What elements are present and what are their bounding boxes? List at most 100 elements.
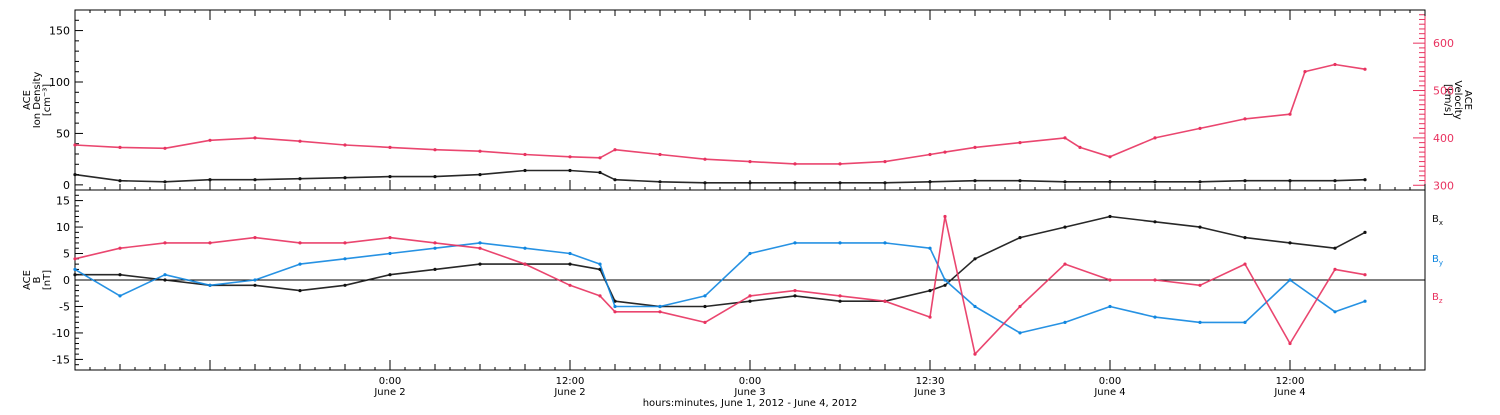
field-bx-series-point (838, 299, 842, 303)
field-by-series-point (118, 294, 122, 298)
density-series-point (388, 175, 392, 179)
density-series-point (883, 181, 887, 185)
density-series-point (703, 181, 707, 185)
density-series-point (1018, 179, 1022, 183)
density-series-point (1333, 179, 1337, 183)
field-bz-series-point (1333, 267, 1337, 271)
field-bx-series-point (703, 304, 707, 309)
top-right-tick-label: 300 (1433, 179, 1454, 192)
field-by-series-point (1363, 299, 1367, 303)
field-bx-series-point (253, 283, 257, 287)
field-bz-series-point (598, 294, 602, 298)
field-bz-series-point (703, 320, 707, 324)
x-tick-label-time: 12:30 (916, 376, 945, 387)
field-bx-series-point (748, 299, 752, 303)
field-bz-series-point (73, 257, 77, 261)
density-series-point (73, 173, 77, 177)
field-bz-series-point (568, 283, 572, 287)
field-bz-series-point (1243, 262, 1247, 266)
top-right-ylabel-line2: Velocity (1452, 80, 1463, 119)
field-bx-series-point (343, 283, 347, 287)
legend-bx: Bx (1432, 214, 1443, 227)
field-bz-series-point (658, 310, 662, 314)
field-bz-series-point (1018, 304, 1022, 309)
top-left-tick-label: 50 (56, 127, 70, 140)
x-tick-label-time: 0:00 (739, 376, 761, 387)
density-series-point (793, 181, 797, 185)
density-series-point (1363, 178, 1367, 182)
legend-by: By (1432, 254, 1443, 267)
density-series-point (928, 180, 932, 184)
velocity-series-point (598, 156, 602, 160)
density-series-point (118, 179, 122, 183)
field-bz-series-point (343, 241, 347, 245)
top-left-tick-label: 0 (63, 179, 70, 192)
field-bx-series-point (568, 262, 572, 266)
x-axis-title: hours:minutes, June 1, 2012 - June 4, 20… (643, 398, 858, 409)
velocity-series-point (253, 136, 257, 140)
top-right-ylabel: ACE Velocity [km/s] (1442, 80, 1473, 119)
top-left-tick-label: 150 (49, 25, 70, 38)
bottom-left-tick-label: -10 (52, 327, 70, 340)
field-bz-series-point (613, 310, 617, 314)
x-tick-label-date: June 2 (373, 387, 405, 398)
bottom-left-tick-label: -15 (52, 353, 70, 366)
top-left-ylabel-line2: Ion Density (32, 72, 43, 129)
density-series-point (658, 180, 662, 184)
field-bx-series-line (75, 215, 1366, 308)
legend-by-sub: y (1439, 259, 1443, 267)
field-bz-series-point (838, 294, 842, 298)
field-by-series-point (598, 262, 602, 266)
velocity-series-point (943, 150, 947, 154)
field-by-series-point (1243, 320, 1247, 324)
field-bx-series-point (118, 273, 122, 277)
top-right-ylabel-line3: [km/s] (1442, 84, 1453, 116)
density-series-point (613, 178, 617, 182)
field-bz-series-point (1363, 273, 1367, 277)
legend-by-main: B (1432, 254, 1439, 265)
top-left-ylabel-line1: ACE (22, 90, 33, 110)
chart-marks: 050100150300400500600-15-10-50510150:00J… (49, 10, 1454, 398)
top-right-tick-label: 500 (1433, 85, 1454, 98)
velocity-series-point (1363, 67, 1367, 71)
velocity-series-point (1153, 136, 1157, 140)
field-bx-series-point (1108, 214, 1112, 219)
density-series-point (1153, 180, 1157, 184)
field-bz-series-point (748, 294, 752, 298)
velocity-series-point (298, 139, 302, 143)
velocity-series-point (973, 145, 977, 149)
field-bx-series-point (1018, 236, 1022, 240)
field-bz-series-point (883, 299, 887, 303)
field-bx-series-point (163, 278, 167, 282)
top-left-ylabel-line3: [cm⁻³] (42, 84, 53, 116)
legend-bz-sub: z (1439, 297, 1443, 305)
field-bx-series-point (298, 289, 302, 293)
velocity-series-point (883, 160, 887, 164)
velocity-series-point (658, 152, 662, 157)
field-bz-series-point (163, 241, 167, 245)
field-by-series-point (883, 241, 887, 245)
x-tick-label-time: 0:00 (1099, 376, 1121, 387)
x-tick-label-date: June 4 (1273, 387, 1305, 398)
field-by-series-point (658, 304, 662, 309)
x-tick-label-time: 12:00 (556, 376, 585, 387)
field-by-series-point (748, 251, 752, 256)
legend-bx-main: B (1432, 214, 1439, 225)
top-left-ylabel: ACE Ion Density [cm⁻³] (22, 72, 53, 129)
top-left-tick-label: 100 (49, 76, 70, 89)
field-bz-series-point (1063, 262, 1067, 266)
field-by-series-point (1288, 278, 1292, 282)
legend-bz: Bz (1432, 292, 1443, 305)
field-by-series-point (973, 304, 977, 309)
field-by-series-point (928, 246, 932, 250)
field-bx-series-point (478, 262, 482, 266)
field-by-series-point (433, 246, 437, 250)
field-by-series-point (1018, 331, 1022, 335)
velocity-series-point (523, 152, 527, 157)
velocity-series-point (118, 145, 122, 149)
density-series-point (478, 173, 482, 177)
field-by-series-point (568, 251, 572, 256)
field-bx-series-point (1243, 236, 1247, 240)
field-bz-series-point (928, 315, 932, 319)
